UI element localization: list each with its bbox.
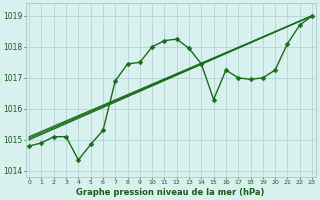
X-axis label: Graphe pression niveau de la mer (hPa): Graphe pression niveau de la mer (hPa)	[76, 188, 265, 197]
